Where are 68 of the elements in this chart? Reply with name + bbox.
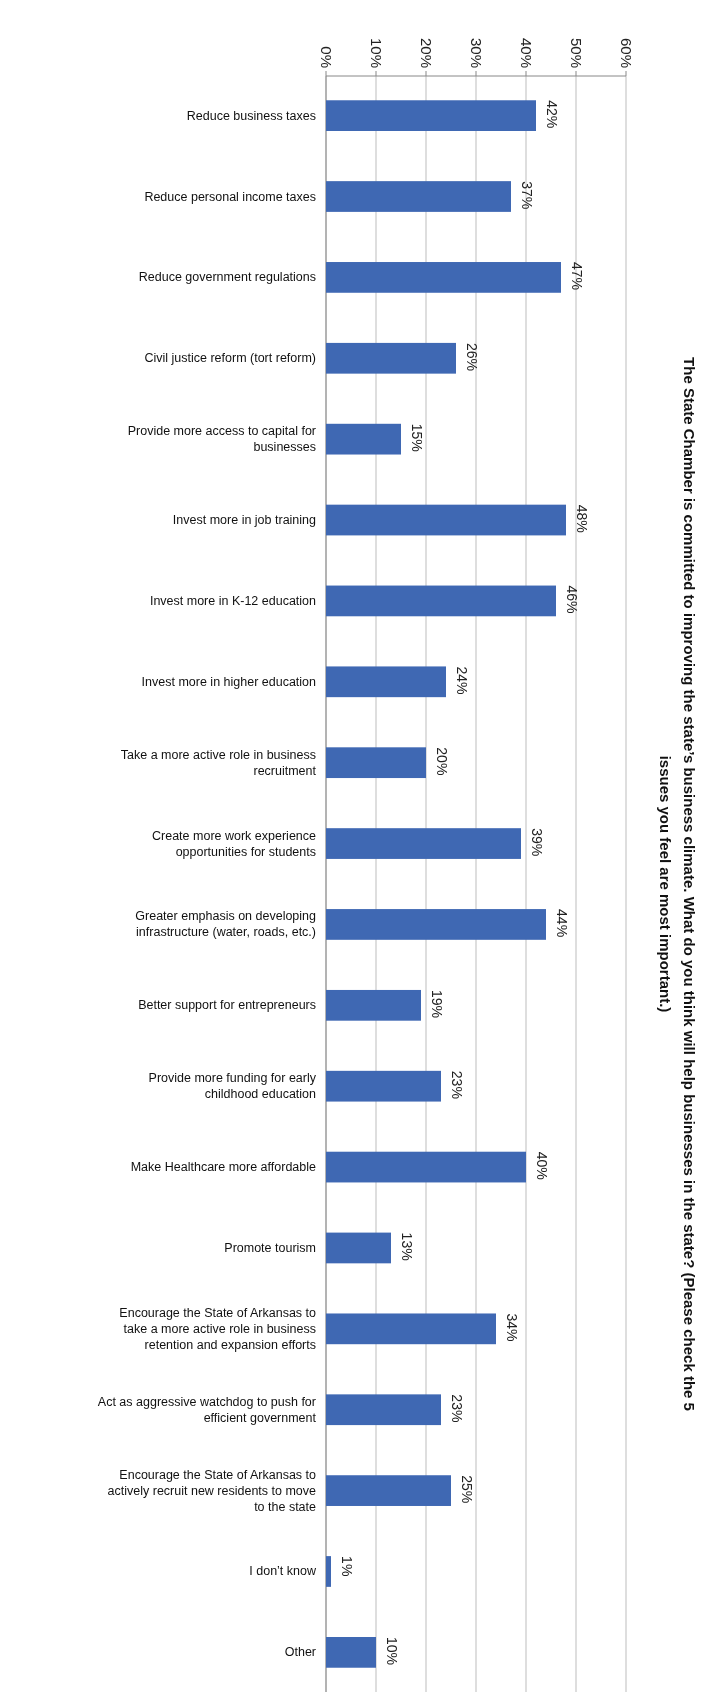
data-label: 24% [454,666,470,695]
data-label: 39% [529,828,545,857]
x-tick-label: 40% [517,37,535,68]
bar [326,342,456,374]
x-tick-label: 0% [317,46,335,68]
data-label: 13% [399,1232,415,1261]
data-label: 23% [449,1070,465,1099]
bar [326,423,401,455]
y-tick-label: Create more work experience opportunities for students [152,828,317,859]
bar [326,181,511,212]
bar [326,1637,376,1668]
bar [326,100,536,131]
data-label: 42% [544,100,560,129]
y-tick-label: Encourage the State of Arkansas to take a more active role in business retention and expansion efforts [119,1305,317,1352]
y-tick-label: Invest more in job training [172,513,317,528]
y-tick-label: Greater emphasis on developing infrastructure (water, roads, etc.) [135,909,317,940]
data-label: 10% [384,1637,400,1666]
y-tick-label: I don’t know [249,1564,317,1579]
bar [326,1394,441,1426]
data-label: 1% [339,1556,355,1577]
data-label: 48% [574,504,590,533]
data-label: 26% [464,342,480,371]
bar [326,666,446,698]
bar [326,747,426,779]
bar [326,1475,451,1506]
data-label: 47% [569,262,585,291]
text: The State Chamber is committed to improving the state’s business climate. What do you think will help businesses in the state? (Please check the 5 issues you feel are most important.) [657,357,698,1411]
y-tick-label: Act as aggressive watchdog to push for efficient government [97,1394,317,1425]
y-tick-label: Make Healthcare more affordable [130,1160,317,1175]
bar [326,1232,391,1264]
y-tick-label: Take a more active role in business recruitment [120,747,317,778]
data-label: 37% [519,181,535,210]
bar [326,989,421,1021]
data-label: 44% [554,909,570,938]
bar [326,1556,331,1587]
y-tick-label: Provide more funding for early childhood education [148,1071,317,1102]
bar [326,504,566,536]
x-tick-label: 60% [617,37,635,68]
y-tick-label: Reduce government regulations [138,270,316,285]
bar [326,909,546,940]
y-tick-label: Invest more in higher education [141,674,317,689]
y-tick-label: Civil justice reform (tort reform) [144,351,316,366]
bar [326,1070,441,1102]
data-label: 19% [429,989,445,1018]
y-tick-label: Reduce personal income taxes [144,189,316,204]
data-label: 20% [434,747,450,776]
y-tick-label: Other [284,1645,316,1660]
bar [326,262,561,293]
y-tick-label: Invest more in K-12 education [149,593,317,608]
x-tick-label: 50% [567,37,585,68]
y-tick-label: Reduce business taxes [186,108,316,123]
data-label: 15% [409,423,425,452]
data-label: 34% [504,1313,520,1342]
data-label: 46% [564,585,580,614]
x-tick-label: 10% [367,37,385,68]
x-tick-label: 20% [417,37,435,68]
y-tick-label: Promote tourism [224,1240,316,1255]
bar [326,1313,496,1345]
x-tick-label: 30% [467,37,485,68]
bar [326,1151,526,1183]
bar [326,585,556,617]
y-tick-label: Provide more access to capital for businesses [127,424,316,455]
bar [326,828,521,859]
data-label: 40% [534,1151,550,1180]
data-label: 23% [449,1394,465,1423]
data-label: 25% [459,1475,475,1504]
y-tick-label: Encourage the State of Arkansas to actively recruit new residents to move to the state [107,1467,317,1514]
y-tick-label: Better support for entrepreneurs [138,998,316,1013]
